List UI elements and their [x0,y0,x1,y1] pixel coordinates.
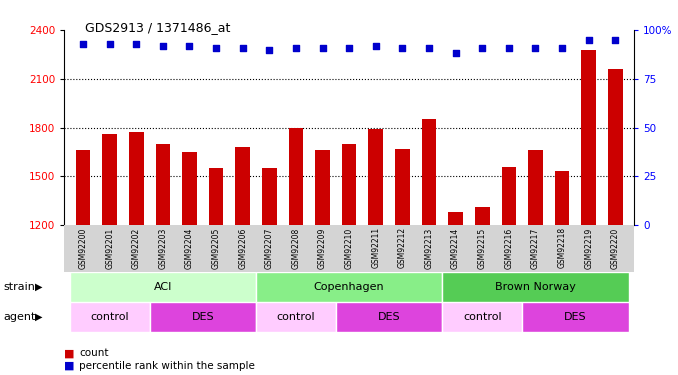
Bar [102,134,117,225]
Point [184,43,195,49]
Point [77,40,88,46]
Bar [442,272,629,302]
Bar [336,302,442,332]
Text: GSM92217: GSM92217 [531,227,540,268]
Point [370,43,381,49]
Text: control: control [463,312,502,322]
Bar [289,128,303,225]
Point [157,43,168,49]
Bar [395,148,410,225]
Point [211,45,222,51]
Point [557,45,567,51]
Text: ▶: ▶ [35,312,43,322]
Text: Brown Norway: Brown Norway [495,282,576,292]
Point [290,45,301,51]
Text: GSM92209: GSM92209 [318,227,327,269]
Text: GSM92204: GSM92204 [185,227,194,269]
Point [583,37,594,43]
Text: Copenhagen: Copenhagen [314,282,384,292]
Point [424,45,435,51]
Text: GSM92218: GSM92218 [557,227,567,268]
Point [317,45,328,51]
Bar [70,272,256,302]
Text: DES: DES [378,312,401,322]
Point [104,40,115,46]
Bar [422,119,437,225]
Point [530,45,541,51]
Bar [129,132,144,225]
Text: GSM92200: GSM92200 [79,227,87,269]
Text: GDS2913 / 1371486_at: GDS2913 / 1371486_at [85,21,230,34]
Text: GSM92213: GSM92213 [424,227,433,268]
Bar [608,69,622,225]
Text: GSM92211: GSM92211 [372,227,380,268]
Point [610,37,621,43]
Bar [581,50,596,225]
Bar [502,166,516,225]
Bar [256,302,336,332]
Text: strain: strain [3,282,35,292]
Text: GSM92206: GSM92206 [238,227,247,269]
Text: percentile rank within the sample: percentile rank within the sample [79,361,255,370]
Bar [150,302,256,332]
Bar [70,302,150,332]
Bar [368,129,383,225]
Text: DES: DES [564,312,586,322]
Point [264,46,275,53]
Bar [262,168,277,225]
Text: GSM92220: GSM92220 [611,227,620,268]
Point [344,45,355,51]
Point [450,50,461,56]
Bar [182,152,197,225]
Text: GSM92202: GSM92202 [132,227,141,268]
Text: DES: DES [191,312,214,322]
Bar [448,212,463,225]
Bar [235,147,250,225]
Bar [522,302,629,332]
Text: GSM92203: GSM92203 [159,227,167,269]
Text: count: count [79,348,109,358]
Bar [555,171,570,225]
Text: GSM92201: GSM92201 [105,227,114,268]
Bar [315,150,330,225]
Text: ■: ■ [64,348,75,358]
Text: ▶: ▶ [35,282,43,292]
Text: agent: agent [3,312,36,322]
Text: GSM92216: GSM92216 [504,227,513,268]
Bar [256,272,442,302]
Text: GSM92219: GSM92219 [584,227,593,268]
Bar [209,168,224,225]
Text: GSM92212: GSM92212 [398,227,407,268]
Bar [155,144,170,225]
Text: GSM92208: GSM92208 [292,227,300,268]
Text: ■: ■ [64,361,75,370]
Point [237,45,248,51]
Text: control: control [277,312,315,322]
Point [477,45,487,51]
Point [131,40,142,46]
Text: ACI: ACI [154,282,172,292]
Text: GSM92215: GSM92215 [478,227,487,268]
Text: GSM92210: GSM92210 [344,227,354,268]
Text: control: control [90,312,129,322]
Bar [342,144,357,225]
Bar [475,207,490,225]
Text: GSM92207: GSM92207 [265,227,274,269]
Bar [76,150,90,225]
Bar [442,302,522,332]
Text: GSM92205: GSM92205 [212,227,220,269]
Text: GSM92214: GSM92214 [451,227,460,268]
Point [397,45,408,51]
Point [504,45,515,51]
Bar [528,150,543,225]
